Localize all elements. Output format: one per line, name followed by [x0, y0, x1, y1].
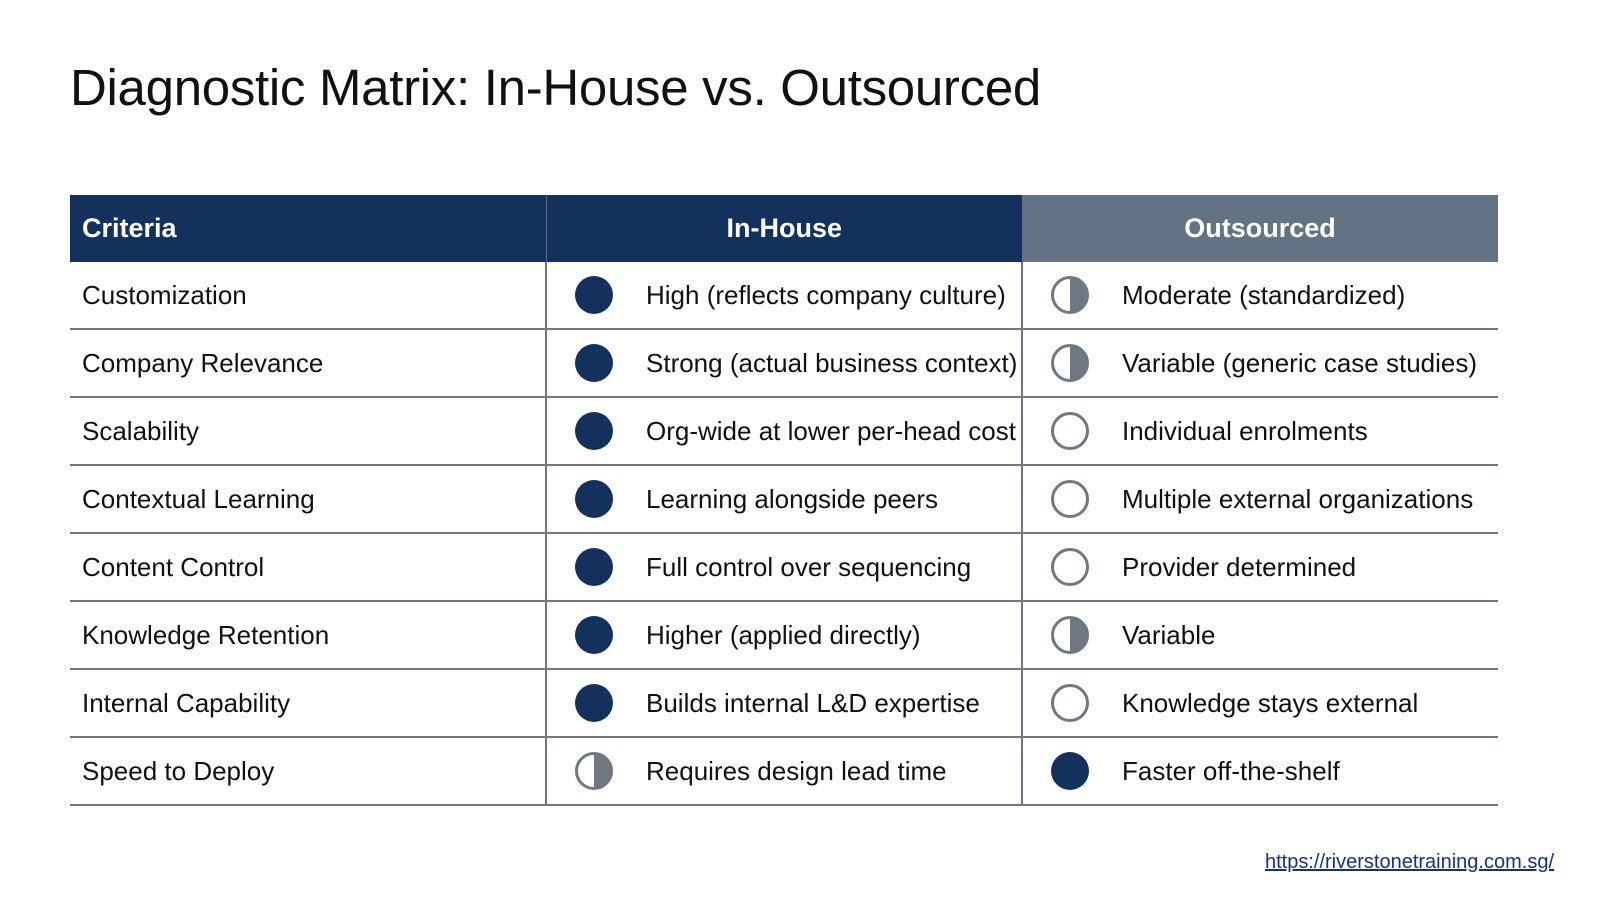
- in-house-cell: Requires design lead time: [545, 737, 1022, 806]
- cell-content: Strong (actual business context): [547, 344, 1021, 382]
- table-row: Contextual Learning Learning alongside pe…: [70, 465, 1498, 534]
- diagnostic-matrix-table: Criteria In-House Outsourced Customizati…: [70, 195, 1498, 806]
- cell-content: Builds internal L&D expertise: [547, 684, 1021, 722]
- in-house-cell: Learning alongside peers: [545, 465, 1022, 534]
- in-house-cell: Strong (actual business context): [545, 329, 1022, 398]
- table-header: Criteria In-House Outsourced: [70, 195, 1498, 262]
- cell-text: Faster off-the-shelf: [1122, 755, 1340, 786]
- source-link[interactable]: https://riverstonetraining.com.sg/: [1264, 851, 1554, 873]
- criteria-cell: Speed to Deploy: [70, 737, 546, 806]
- outsourced-cell: Provider determined: [1021, 533, 1498, 602]
- cell-text: Individual enrolments: [1122, 415, 1368, 446]
- column-header-in-house: In-House: [545, 195, 1022, 262]
- table-row: Company Relevance Strong (actual business…: [70, 329, 1498, 398]
- criteria-cell: Internal Capability: [70, 669, 546, 738]
- in-house-cell: Higher (applied directly): [545, 601, 1022, 670]
- cell-text: Provider determined: [1122, 551, 1357, 582]
- filled-circle-icon: [575, 276, 613, 314]
- outsourced-cell: Individual enrolments: [1021, 397, 1498, 466]
- filled-circle-icon: [575, 412, 613, 450]
- in-house-cell: Org-wide at lower per-head cost: [545, 397, 1022, 466]
- cell-content: Variable (generic case studies): [1023, 344, 1498, 382]
- table-row: Speed to Deploy Requires design lead time…: [70, 737, 1498, 806]
- cell-content: Higher (applied directly): [547, 616, 1021, 654]
- cell-text: High (reflects company culture): [646, 279, 1006, 310]
- cell-text: Requires design lead time: [646, 755, 947, 786]
- cell-content: Moderate (standardized): [1023, 276, 1498, 314]
- cell-content: High (reflects company culture): [547, 276, 1021, 314]
- empty-circle-icon: [1051, 548, 1089, 586]
- criteria-cell: Knowledge Retention: [70, 601, 546, 670]
- outsourced-cell: Faster off-the-shelf: [1021, 737, 1498, 806]
- table-row: Scalability Org-wide at lower per-head co…: [70, 397, 1498, 466]
- filled-circle-icon: [575, 480, 613, 518]
- filled-circle-icon: [575, 616, 613, 654]
- cell-text: Builds internal L&D expertise: [646, 687, 980, 718]
- table-body: Customization High (reflects company cult…: [70, 262, 1498, 806]
- cell-content: Org-wide at lower per-head cost: [547, 412, 1021, 450]
- outsourced-cell: Knowledge stays external: [1021, 669, 1498, 738]
- half-filled-circle-icon: [1051, 344, 1089, 382]
- filled-circle-icon: [575, 684, 613, 722]
- table-row: Content Control Full control over sequenc…: [70, 533, 1498, 602]
- cell-text: Moderate (standardized): [1122, 279, 1406, 310]
- cell-text: Higher (applied directly): [646, 619, 921, 650]
- cell-text: Variable (generic case studies): [1122, 347, 1478, 378]
- cell-content: Variable: [1023, 616, 1498, 654]
- cell-text: Org-wide at lower per-head cost: [646, 415, 1016, 446]
- cell-content: Knowledge stays external: [1023, 684, 1498, 722]
- criteria-cell: Content Control: [70, 533, 546, 602]
- criteria-cell: Contextual Learning: [70, 465, 546, 534]
- table-row: Customization High (reflects company cult…: [70, 262, 1498, 330]
- outsourced-cell: Moderate (standardized): [1021, 262, 1498, 330]
- in-house-cell: Full control over sequencing: [545, 533, 1022, 602]
- filled-circle-icon: [575, 548, 613, 586]
- criteria-cell: Customization: [70, 262, 546, 330]
- column-header-criteria: Criteria: [70, 195, 546, 262]
- table-row: Knowledge Retention Higher (applied direc…: [70, 601, 1498, 670]
- cell-content: Requires design lead time: [547, 752, 1021, 790]
- cell-content: Faster off-the-shelf: [1023, 752, 1498, 790]
- half-filled-circle-icon: [575, 752, 613, 790]
- cell-text: Strong (actual business context): [646, 347, 1018, 378]
- cell-text: Multiple external organizations: [1122, 483, 1474, 514]
- cell-content: Learning alongside peers: [547, 480, 1021, 518]
- outsourced-cell: Variable (generic case studies): [1021, 329, 1498, 398]
- empty-circle-icon: [1051, 684, 1089, 722]
- criteria-cell: Company Relevance: [70, 329, 546, 398]
- half-filled-circle-icon: [1051, 616, 1089, 654]
- table-row: Internal Capability Builds internal L&D e…: [70, 669, 1498, 738]
- page-title: Diagnostic Matrix: In-House vs. Outsourc…: [70, 59, 1041, 116]
- filled-circle-icon: [575, 344, 613, 382]
- empty-circle-icon: [1051, 480, 1089, 518]
- cell-text: Knowledge stays external: [1122, 687, 1419, 718]
- filled-circle-icon: [1051, 752, 1089, 790]
- outsourced-cell: Variable: [1021, 601, 1498, 670]
- cell-content: Full control over sequencing: [547, 548, 1021, 586]
- cell-content: Multiple external organizations: [1023, 480, 1498, 518]
- outsourced-cell: Multiple external organizations: [1021, 465, 1498, 534]
- cell-content: Provider determined: [1023, 548, 1498, 586]
- header-row: Criteria In-House Outsourced: [70, 195, 1498, 262]
- column-header-outsourced: Outsourced: [1022, 195, 1498, 262]
- cell-text: Full control over sequencing: [646, 551, 972, 582]
- half-filled-circle-icon: [1051, 276, 1089, 314]
- cell-content: Individual enrolments: [1023, 412, 1498, 450]
- in-house-cell: Builds internal L&D expertise: [545, 669, 1022, 738]
- criteria-cell: Scalability: [70, 397, 546, 466]
- empty-circle-icon: [1051, 412, 1089, 450]
- cell-text: Learning alongside peers: [646, 483, 938, 514]
- cell-text: Variable: [1122, 619, 1216, 650]
- in-house-cell: High (reflects company culture): [545, 262, 1022, 330]
